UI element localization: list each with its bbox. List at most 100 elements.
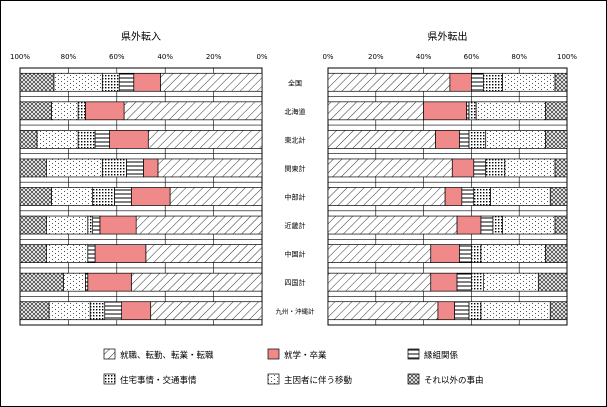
bar-segment — [549, 301, 568, 321]
legend-label: 住宅事情・交通事情 — [120, 375, 197, 386]
bar-segment — [92, 187, 115, 206]
category-label: 中国計 — [285, 250, 306, 259]
bar-segment — [327, 187, 446, 206]
bar-segment — [444, 187, 463, 206]
bar-segment — [454, 301, 470, 321]
bar-segment — [468, 301, 482, 321]
bar-segment — [51, 101, 79, 121]
category-label: 四国計 — [285, 278, 306, 287]
bar-segment — [327, 272, 432, 292]
bar-segment — [485, 130, 546, 149]
bar-segment — [114, 187, 132, 206]
bar-segment — [545, 101, 568, 121]
bar-segment — [490, 187, 551, 206]
bar-segment — [475, 101, 546, 121]
bar-segment — [99, 215, 137, 235]
bar-segment — [101, 72, 120, 92]
bar-segment — [84, 101, 125, 121]
bar-segment — [84, 272, 89, 292]
x-tick-label: 40% — [416, 53, 432, 61]
bar-segment — [19, 244, 47, 263]
bar-segment — [554, 72, 568, 92]
x-tick-label: 60% — [464, 53, 480, 61]
bar-segment — [451, 158, 475, 178]
bar-segment — [480, 244, 546, 263]
bar-segment — [87, 244, 96, 263]
bar-segment — [48, 301, 91, 321]
bar-segment — [545, 130, 568, 149]
bar-segment — [485, 158, 506, 178]
legend-label: 就職、転勤、転業・転職 — [120, 350, 214, 361]
bar-segment — [459, 130, 470, 149]
x-tick-label: 20% — [206, 53, 222, 61]
bar-segment — [77, 101, 86, 121]
bar-segment — [19, 187, 52, 206]
bar-segment — [492, 215, 503, 235]
bar-segment — [19, 158, 47, 178]
legend-label: 縁組関係 — [424, 350, 459, 361]
bar-segment — [121, 301, 152, 321]
x-tick-label: 0% — [256, 53, 267, 61]
bar-segment — [545, 244, 568, 263]
legend-swatch — [407, 348, 420, 360]
legend-label: それ以外の事由 — [424, 375, 484, 386]
category-label: 近畿計 — [285, 221, 306, 230]
bar-segment — [502, 215, 556, 235]
category-label: 関東計 — [285, 164, 306, 173]
bar-segment — [461, 187, 475, 206]
x-tick-label: 60% — [109, 53, 125, 61]
category-label: 中部計 — [285, 193, 306, 202]
bar-segment — [169, 187, 263, 206]
bar-segment — [19, 215, 47, 235]
bar-segment — [19, 72, 55, 92]
bar-segment — [157, 158, 263, 178]
bar-segment — [89, 301, 106, 321]
category-label: 九州・沖縄計 — [276, 307, 316, 316]
bar-segment — [143, 158, 159, 178]
bar-segment — [449, 72, 472, 92]
bar-segment — [147, 130, 263, 149]
bar-segment — [327, 215, 458, 235]
bar-segment — [77, 130, 96, 149]
x-tick-label: 80% — [61, 53, 77, 61]
category-label: 東北計 — [285, 135, 306, 144]
panel-title: 県外転入 — [121, 31, 161, 43]
panel-title: 県外転出 — [428, 30, 468, 43]
bar-segment — [327, 101, 424, 121]
category-label: 全国 — [288, 78, 302, 87]
bar-segment — [423, 101, 467, 121]
x-tick-label: 20% — [368, 53, 384, 61]
bar-segment — [101, 158, 127, 178]
bar-segment — [126, 158, 144, 178]
bar-segment — [94, 244, 147, 263]
bar-segment — [502, 72, 556, 92]
bar-segment — [471, 72, 484, 92]
bar-segment — [473, 158, 487, 178]
category-label: 北海道 — [285, 107, 306, 116]
bar-segment — [468, 130, 487, 149]
bar-segment — [504, 158, 556, 178]
bar-segment — [94, 130, 110, 149]
x-tick-label: 80% — [511, 53, 527, 61]
bar-segment — [456, 272, 472, 292]
bar-segment — [554, 158, 568, 178]
bar-segment — [19, 272, 64, 292]
bar-segment — [327, 244, 432, 263]
bar-segment — [92, 215, 101, 235]
bar-segment — [456, 215, 482, 235]
bar-segment — [104, 301, 122, 321]
bar-segment — [118, 72, 135, 92]
panel-inflow: 県外転入 100% 80% 60% 40% 20% 0% — [10, 31, 268, 326]
bar-segment — [53, 72, 103, 92]
bar-segment — [130, 187, 171, 206]
panel-outflow: 県外転出 0% 20% 40% 60% 80% 100% — [322, 30, 577, 326]
legend-swatch — [103, 373, 116, 385]
x-tick-label: 100% — [557, 53, 577, 61]
bar-segment — [19, 130, 38, 149]
bar-segment — [130, 272, 263, 292]
bar-segment — [483, 72, 503, 92]
x-tick-label: 0% — [322, 53, 333, 61]
bar-segment — [466, 101, 470, 121]
bar-segment — [437, 301, 456, 321]
